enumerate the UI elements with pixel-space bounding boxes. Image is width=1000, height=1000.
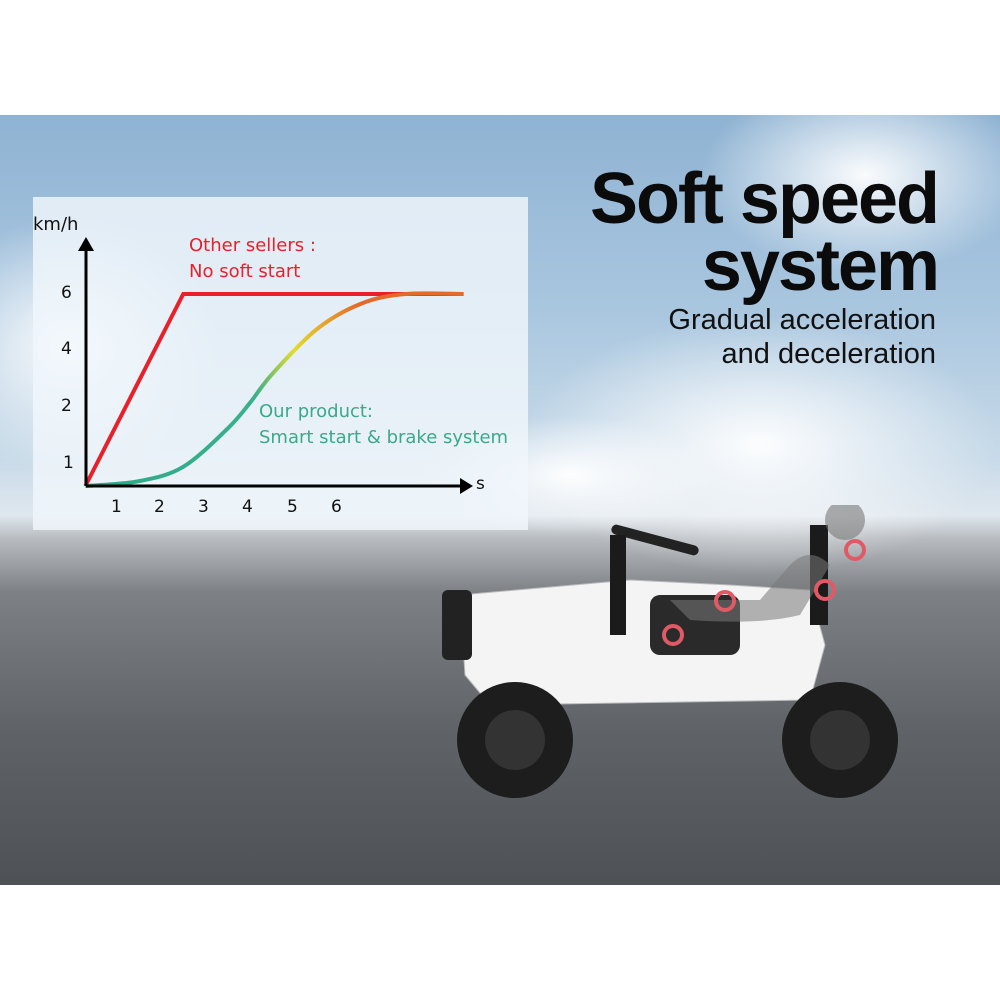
headline-line-1: Soft speed [589,159,940,239]
x-tick-label: 3 [198,497,209,517]
series-line-other-sellers [83,292,464,487]
x-tick-label: 1 [111,497,122,517]
annotation-line: Smart start & brake system [259,427,509,448]
annotation-line: No soft start [189,261,301,282]
x-axis-arrow [460,478,473,494]
annotation-line: Our product: [259,401,373,422]
annotation-other-sellers: Other sellers : No soft start [189,233,316,285]
y-tick-label: 6 [61,283,72,303]
y-axis-arrow [78,237,94,251]
headline-line-2: system [701,226,940,306]
x-tick-label: 5 [287,497,298,517]
annotation-our-product: Our product: Smart start & brake system [259,399,508,451]
x-tick-label: 4 [242,497,253,517]
chart-plot [78,237,473,494]
subheadline-line-1: Gradual acceleration [668,304,936,336]
series-line-our-product [85,291,464,488]
y-tick-label: 2 [61,396,72,416]
subheadline-line-2: and deceleration [721,338,936,370]
y-axis-label: km/h [33,214,79,235]
annotation-line: Other sellers : [189,235,316,256]
x-tick-label: 6 [331,497,342,517]
y-tick-label: 4 [61,339,72,359]
y-tick-label: 1 [63,453,74,473]
x-tick-label: 2 [154,497,165,517]
ride-on-jeep-image [442,505,898,798]
speed-chart: km/h s 6 4 2 1 1 2 3 4 5 6 Other sellers… [33,197,528,530]
x-axis-label: s [476,474,485,494]
